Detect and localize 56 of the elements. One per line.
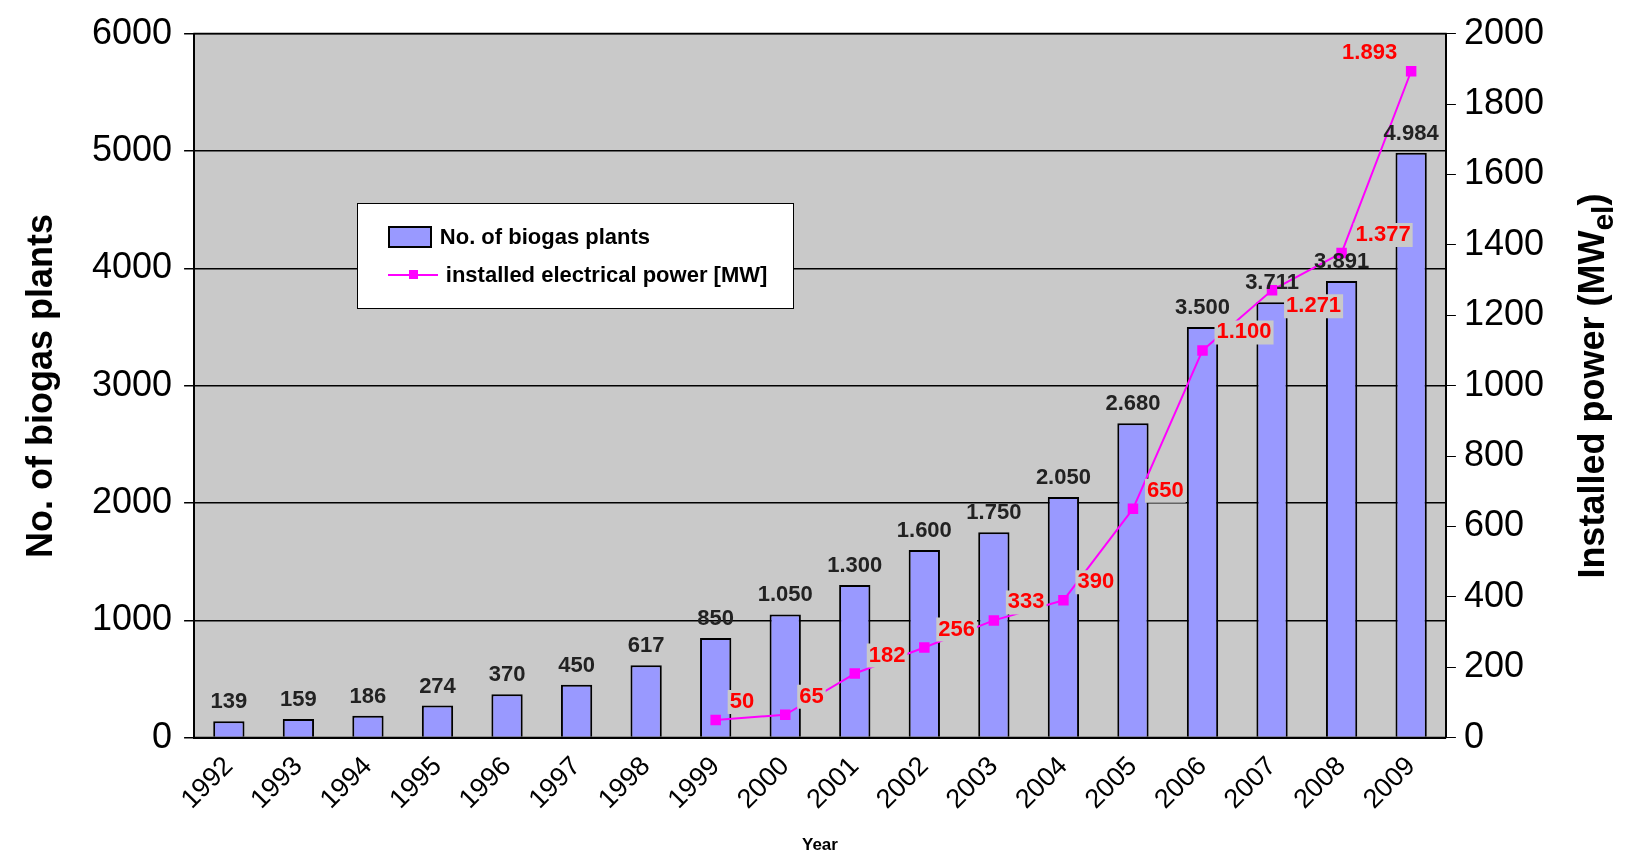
y2-tick-label: 0 — [1463, 714, 1484, 756]
point — [1058, 595, 1069, 606]
y-tick-label: 5000 — [91, 127, 173, 169]
point — [988, 615, 1000, 626]
data-label: 1.271 — [1286, 292, 1342, 318]
point — [1197, 345, 1208, 356]
data-label: 65 — [799, 682, 824, 708]
point — [710, 714, 721, 726]
data-label: 390 — [1077, 568, 1115, 594]
y-tick-label: 6000 — [91, 10, 173, 52]
y2-tick-label: 1800 — [1463, 80, 1545, 122]
data-label: 3.500 — [1174, 294, 1231, 319]
point — [1405, 66, 1417, 77]
y-tick-label: 2000 — [91, 479, 173, 521]
point — [849, 668, 861, 679]
data-label: 256 — [938, 615, 976, 641]
data-label: 1.600 — [896, 516, 952, 542]
y2-tick-label: 600 — [1463, 503, 1524, 545]
data-label: 2.050 — [1035, 464, 1091, 490]
data-label: 274 — [419, 672, 457, 698]
y2-tick-label: 1400 — [1463, 221, 1545, 263]
data-label: 1.050 — [757, 581, 813, 607]
point — [779, 709, 791, 720]
y2-tick-label: 800 — [1463, 432, 1524, 474]
data-label: 650 — [1146, 476, 1184, 502]
data-label: 1.100 — [1216, 318, 1272, 344]
data-label: 2.680 — [1105, 390, 1161, 416]
legend-label: installed electrical power [MW] — [445, 261, 768, 288]
x-axis-title: Year — [802, 835, 838, 855]
y2-tick-label: 1600 — [1463, 151, 1545, 193]
data-label: 617 — [627, 632, 665, 658]
y2-tick-label: 1000 — [1463, 362, 1545, 404]
y2-tick-label: 200 — [1463, 644, 1524, 686]
data-label: 1.377 — [1355, 220, 1411, 246]
data-label: 139 — [210, 688, 248, 714]
data-label: 1.300 — [827, 552, 883, 578]
data-label: 159 — [280, 686, 317, 712]
point — [1127, 503, 1139, 515]
data-label: 50 — [729, 688, 755, 714]
data-label: 370 — [488, 661, 526, 687]
y-axis-title: No. of biogas plants — [19, 213, 61, 558]
data-label: 1.893 — [1342, 39, 1398, 65]
data-label: 333 — [1007, 588, 1045, 614]
point — [919, 642, 930, 653]
y-tick-label: 0 — [152, 714, 173, 756]
data-label: 1.750 — [966, 499, 1022, 525]
y-tick-label: 3000 — [91, 362, 173, 404]
legend-label: No. of biogas plants — [439, 223, 651, 250]
data-label: 186 — [349, 682, 387, 708]
y2-tick-label: 1200 — [1463, 292, 1545, 334]
y2-tick-label: 400 — [1463, 573, 1524, 615]
y-tick-label: 4000 — [91, 245, 173, 287]
data-label: 450 — [558, 651, 595, 677]
y-tick-label: 1000 — [91, 597, 173, 639]
data-label: 182 — [868, 641, 906, 667]
y2-tick-label: 2000 — [1463, 10, 1545, 52]
